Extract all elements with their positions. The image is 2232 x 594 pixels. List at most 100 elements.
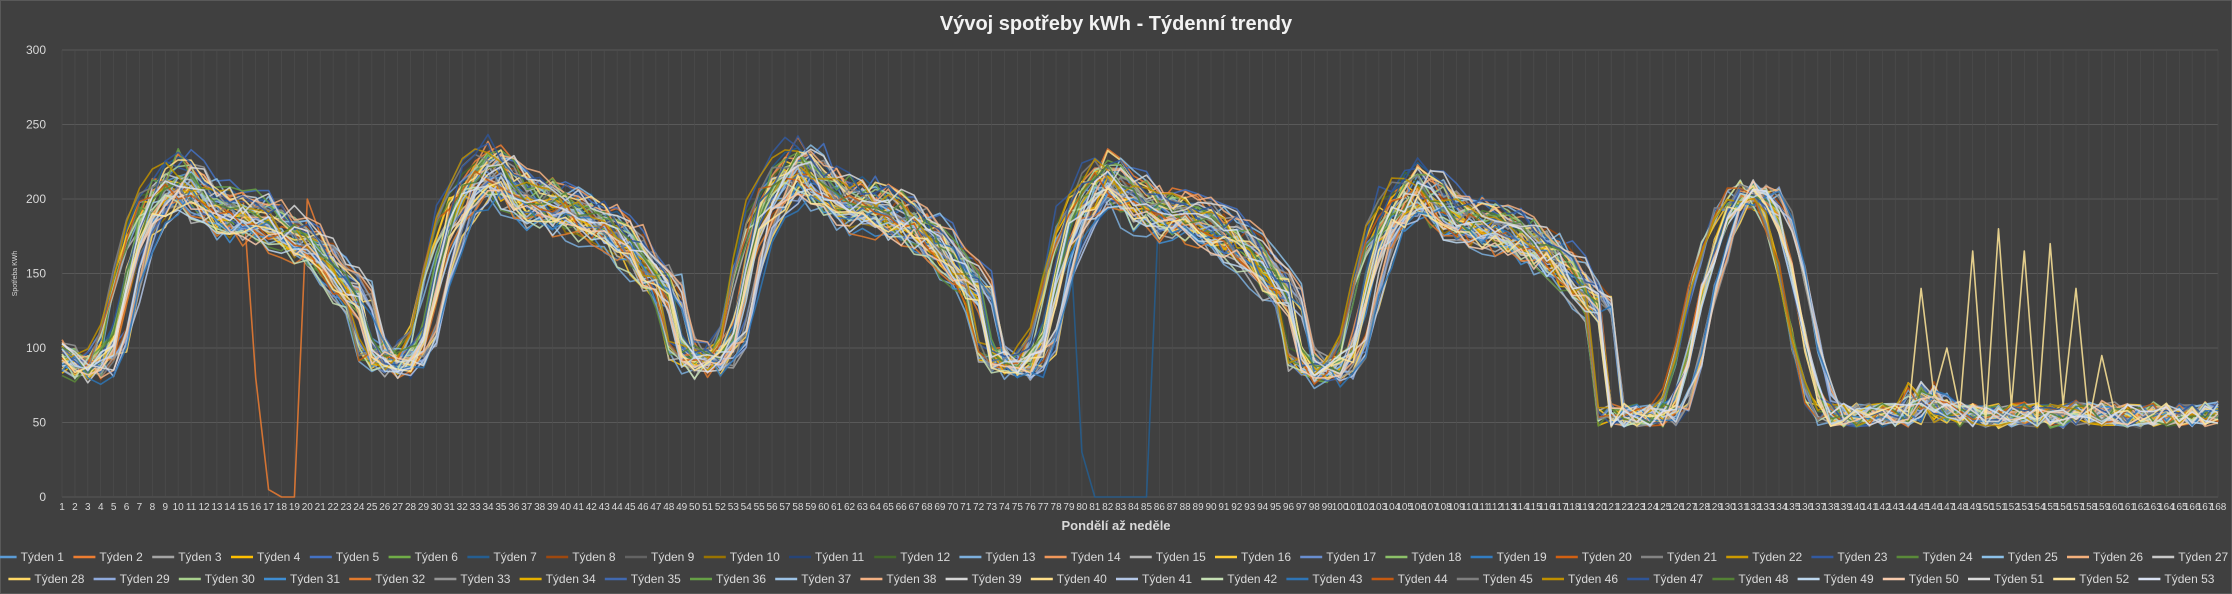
legend-item[interactable]: Týden 19 (1497, 550, 1547, 564)
x-tick-label: 145 (1913, 502, 1930, 513)
gridlines (61, 49, 2219, 498)
legend-item[interactable]: Týden 40 (1057, 572, 1107, 586)
series-line (61, 161, 2219, 428)
legend-item[interactable]: Týden 39 (972, 572, 1022, 586)
legend-item[interactable]: Týden 12 (900, 550, 950, 564)
y-axis-label: Spotřeba KWh (12, 251, 19, 297)
legend-item[interactable]: Týden 20 (1582, 550, 1632, 564)
legend-item[interactable]: Týden 25 (2008, 550, 2058, 564)
legend-item[interactable]: Týden 28 (34, 572, 84, 586)
x-tick-label: 38 (534, 502, 546, 513)
legend-item[interactable]: Týden 11 (815, 550, 864, 564)
x-tick-label: 137 (1809, 502, 1826, 513)
x-tick-label: 67 (909, 502, 921, 513)
legend-item[interactable]: Týden 6 (415, 550, 459, 564)
legend-item[interactable]: Týden 16 (1241, 550, 1291, 564)
legend-item[interactable]: Týden 53 (2164, 572, 2214, 586)
x-tick-label: 133 (1758, 502, 1775, 513)
x-tick-label: 71 (960, 502, 972, 513)
x-tick-label: 104 (1383, 502, 1400, 513)
legend-item[interactable]: Týden 37 (801, 572, 851, 586)
x-tick-label: 57 (779, 502, 791, 513)
legend-item[interactable]: Týden 41 (1142, 572, 1192, 586)
x-tick-label: 112 (1487, 502, 1503, 513)
legend-item[interactable]: Týden 31 (290, 572, 340, 586)
legend-item[interactable]: Týden 21 (1667, 550, 1717, 564)
legend-item[interactable]: Týden 51 (1994, 572, 2044, 586)
x-tick-label: 14 (224, 502, 236, 513)
x-tick-label: 44 (612, 502, 624, 513)
legend-item[interactable]: Týden 43 (1312, 572, 1362, 586)
legend-item[interactable]: Týden 17 (1326, 550, 1376, 564)
legend-item[interactable]: Týden 13 (985, 550, 1035, 564)
x-tick-label: 52 (715, 502, 727, 513)
legend-item[interactable]: Týden 50 (1909, 572, 1959, 586)
legend-item[interactable]: Týden 29 (120, 572, 170, 586)
legend-item[interactable]: Týden 42 (1227, 572, 1277, 586)
legend-item[interactable]: Týden 45 (1483, 572, 1533, 586)
x-tick-label: 126 (1667, 502, 1684, 513)
x-tick-label: 24 (353, 502, 365, 513)
legend-item[interactable]: Týden 35 (631, 572, 681, 586)
series-line (61, 174, 2219, 428)
legend-item[interactable]: Týden 15 (1156, 550, 1206, 564)
legend-item[interactable]: Týden 14 (1071, 550, 1121, 564)
legend-item[interactable]: Týden 3 (178, 550, 222, 564)
x-tick-label: 107 (1422, 502, 1439, 513)
x-tick-label: 49 (676, 502, 688, 513)
legend-item[interactable]: Týden 52 (2079, 572, 2129, 586)
x-tick-label: 114 (1513, 502, 1529, 513)
x-tick-label: 25 (366, 502, 378, 513)
legend-item[interactable]: Týden 5 (336, 550, 380, 564)
x-tick-label: 79 (1063, 502, 1075, 513)
legend-item[interactable]: Týden 47 (1653, 572, 1703, 586)
x-tick-label: 28 (405, 502, 417, 513)
x-tick-label: 86 (1154, 502, 1166, 513)
legend-item[interactable]: Týden 1 (21, 550, 65, 564)
legend-item[interactable]: Týden 48 (1738, 572, 1788, 586)
x-tick-label: 3 (85, 502, 91, 513)
legend-item[interactable]: Týden 10 (730, 550, 780, 564)
x-tick-label: 109 (1448, 502, 1465, 513)
legend-item[interactable]: Týden 8 (572, 550, 616, 564)
x-tick-label: 144 (1900, 502, 1917, 513)
legend-item[interactable]: Týden 7 (493, 550, 537, 564)
chart-title: Vývoj spotřeby kWh - Týdenní trendy (940, 13, 1293, 35)
legend-item[interactable]: Týden 46 (1568, 572, 1618, 586)
legend-item[interactable]: Týden 30 (205, 572, 255, 586)
x-tick-label: 59 (805, 502, 817, 513)
legend-item[interactable]: Týden 32 (375, 572, 425, 586)
x-tick-label: 34 (482, 502, 494, 513)
x-tick-label: 103 (1370, 502, 1387, 513)
x-tick-label: 110 (1461, 502, 1477, 513)
x-tick-label: 97 (1296, 502, 1308, 513)
legend-item[interactable]: Týden 26 (2093, 550, 2143, 564)
legend-item[interactable]: Týden 23 (1837, 550, 1887, 564)
x-tick-label: 78 (1051, 502, 1063, 513)
x-tick-label: 36 (508, 502, 520, 513)
x-tick-label: 8 (150, 502, 156, 513)
legend-item[interactable]: Týden 34 (546, 572, 596, 586)
legend-item[interactable]: Týden 33 (460, 572, 510, 586)
legend-item[interactable]: Týden 44 (1398, 572, 1448, 586)
legend[interactable]: Týden 1 Týden 2 Týden 3 Týden 4 Týden 5 Týden… (0, 550, 2229, 586)
x-tick-label: 29 (418, 502, 430, 513)
legend-item[interactable]: Týden 18 (1411, 550, 1461, 564)
legend-item[interactable]: Týden 24 (1923, 550, 1973, 564)
legend-item[interactable]: Týden 4 (257, 550, 301, 564)
legend-item[interactable]: Týden 38 (886, 572, 936, 586)
x-tick-label: 48 (663, 502, 675, 513)
x-tick-label: 150 (1977, 502, 1994, 513)
x-tick-label: 37 (521, 502, 533, 513)
x-tick-label: 53 (728, 502, 740, 513)
legend-item[interactable]: Týden 36 (716, 572, 766, 586)
x-tick-label: 123 (1629, 502, 1646, 513)
x-tick-label: 50 (689, 502, 701, 513)
legend-item[interactable]: Týden 27 (2178, 550, 2228, 564)
legend-item[interactable]: Týden 2 (99, 550, 143, 564)
legend-item[interactable]: Týden 22 (1752, 550, 1802, 564)
x-tick-label: 27 (392, 502, 404, 513)
x-tick-label: 167 (2197, 502, 2214, 513)
legend-item[interactable]: Týden 9 (651, 550, 695, 564)
legend-item[interactable]: Týden 49 (1824, 572, 1874, 586)
